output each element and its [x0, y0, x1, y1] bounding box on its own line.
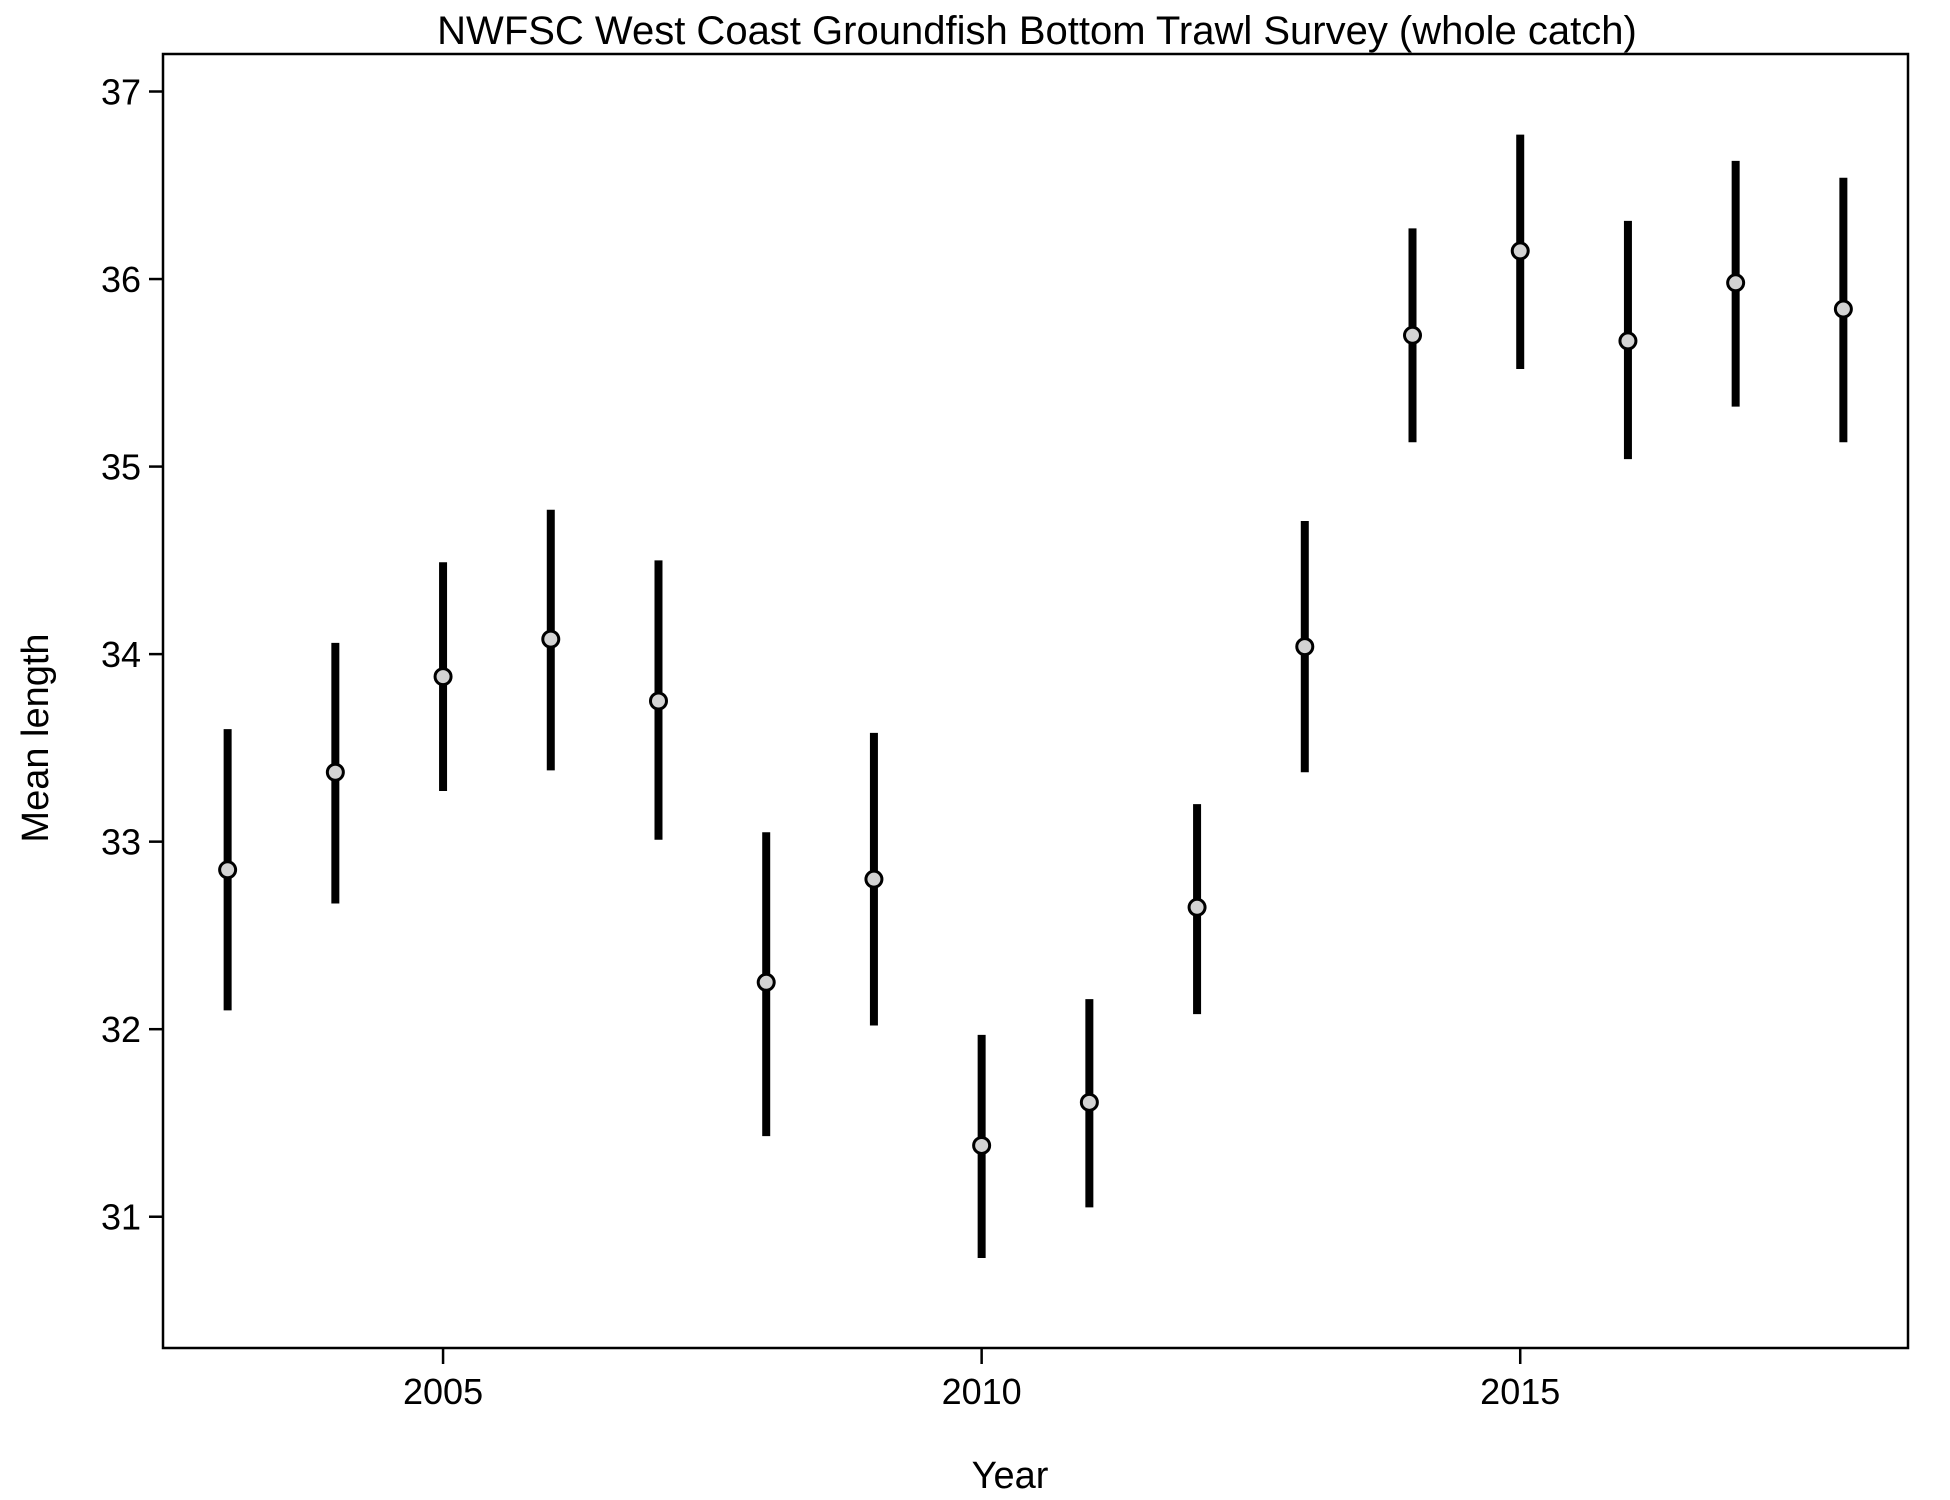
- data-point: [1833, 299, 1853, 319]
- data-point: [325, 762, 345, 782]
- y-tick-label: 32: [101, 1009, 141, 1050]
- data-point: [218, 860, 238, 880]
- data-point: [1079, 1092, 1099, 1112]
- y-axis-title: Mean length: [15, 633, 57, 842]
- y-tick-label: 31: [101, 1197, 141, 1238]
- data-point: [1187, 897, 1207, 917]
- data-point: [1403, 325, 1423, 345]
- data-point: [541, 629, 561, 649]
- data-point: [1295, 637, 1315, 657]
- data-point: [972, 1135, 992, 1155]
- data-point: [433, 667, 453, 687]
- y-tick-label: 37: [101, 72, 141, 113]
- y-tick-label: 33: [101, 822, 141, 863]
- data-series: [218, 134, 1853, 1258]
- data-point: [756, 972, 776, 992]
- y-axis: 31 32 33 34 35 36 37: [101, 72, 163, 1238]
- chart-title: NWFSC West Coast Groundfish Bottom Trawl…: [437, 9, 1637, 53]
- data-point: [1618, 331, 1638, 351]
- data-point: [648, 691, 668, 711]
- x-tick-label: 2010: [942, 1371, 1022, 1412]
- y-tick-label: 35: [101, 447, 141, 488]
- data-point: [864, 869, 884, 889]
- data-point: [1510, 241, 1530, 261]
- x-tick-label: 2015: [1480, 1371, 1560, 1412]
- y-tick-label: 34: [101, 634, 141, 675]
- x-axis: 2005 2010 2015: [403, 1348, 1560, 1412]
- x-axis-title: Year: [972, 1455, 1049, 1497]
- plot-frame: [161, 52, 1910, 1350]
- x-tick-label: 2005: [403, 1371, 483, 1412]
- y-tick-label: 36: [101, 259, 141, 300]
- data-point: [1726, 273, 1746, 293]
